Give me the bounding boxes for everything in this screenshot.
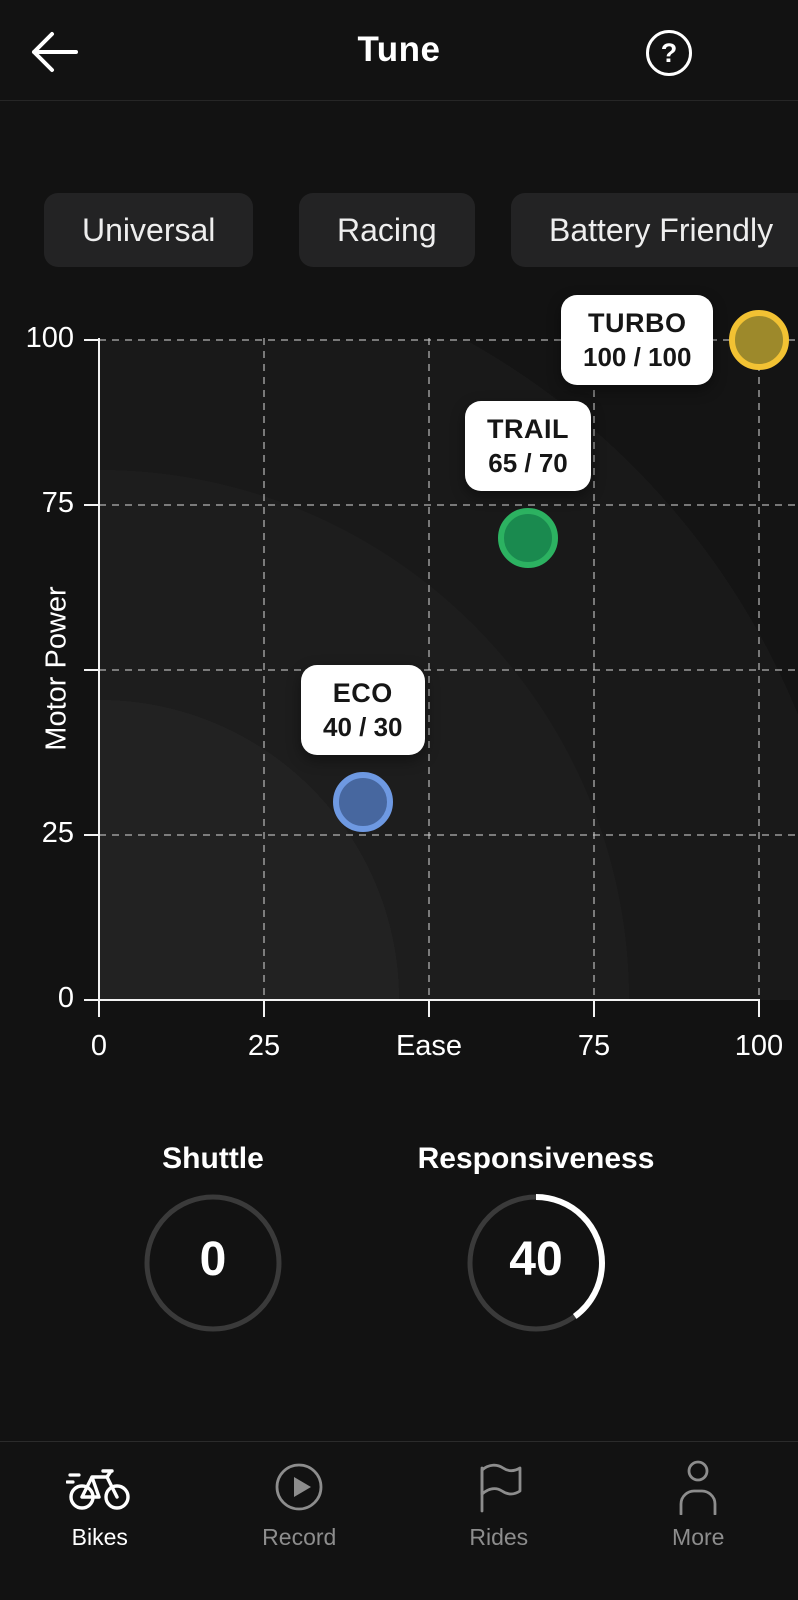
- y-tick-mark: [84, 669, 99, 671]
- mode-tooltip-eco: ECO 40 / 30: [301, 665, 425, 755]
- chip-universal[interactable]: Universal: [44, 193, 254, 267]
- chip-racing[interactable]: Racing: [299, 193, 475, 267]
- grid-line-horizontal: [99, 339, 798, 341]
- x-tick-label: 75: [577, 1030, 611, 1062]
- flag-icon: [474, 1456, 524, 1518]
- mode-point-turbo[interactable]: [729, 310, 789, 370]
- y-axis-title: Motor Power: [40, 586, 73, 751]
- mode-name: TURBO: [587, 308, 687, 338]
- x-tick-label: 25: [247, 1030, 281, 1062]
- y-tick-label: 100: [25, 322, 74, 354]
- y-tick-mark: [84, 999, 99, 1001]
- mode-point-trail[interactable]: [498, 508, 558, 568]
- mode-name: TRAIL: [487, 414, 569, 444]
- mode-name: ECO: [332, 678, 393, 708]
- page-title: Tune: [357, 30, 441, 69]
- dial-ring: [467, 1194, 605, 1332]
- bike-icon: [65, 1456, 134, 1518]
- record-icon: [272, 1456, 326, 1518]
- dial-value-responsiveness: 40: [509, 1233, 563, 1286]
- dial-value-shuttle: 0: [199, 1233, 227, 1286]
- x-axis-title: Ease: [395, 1030, 463, 1062]
- dial-responsiveness[interactable]: [464, 1191, 608, 1335]
- x-tick-label: 100: [734, 1030, 784, 1062]
- dial-label-responsiveness: Responsiveness: [417, 1142, 655, 1175]
- nav-label: More: [672, 1524, 725, 1550]
- bottom-nav: Bikes Record Rides More: [0, 1441, 798, 1600]
- y-tick-mark: [84, 834, 99, 836]
- grid-line-horizontal: [99, 669, 798, 671]
- mode-tooltip-turbo: TURBO 100 / 100: [561, 295, 714, 385]
- nav-item-record[interactable]: Record: [200, 1442, 400, 1600]
- x-tick-label: 0: [90, 1030, 108, 1062]
- chip-battery-friendly[interactable]: Battery Friendly: [511, 193, 798, 267]
- mode-tooltip-trail: TRAIL 65 / 70: [465, 401, 591, 491]
- dial-ring: [144, 1194, 282, 1332]
- y-tick-mark: [84, 504, 99, 506]
- y-tick-label: 25: [41, 817, 74, 849]
- mode-point-eco[interactable]: [333, 772, 393, 832]
- person-icon: [672, 1456, 724, 1518]
- nav-item-rides[interactable]: Rides: [399, 1442, 599, 1600]
- x-tick-mark: [98, 1000, 100, 1017]
- grid-line-horizontal: [99, 504, 798, 506]
- x-tick-mark: [428, 1000, 430, 1017]
- mode-values: 40 / 30: [323, 712, 403, 742]
- back-button[interactable]: [26, 26, 82, 78]
- nav-label: Record: [262, 1524, 337, 1550]
- help-icon[interactable]: ?: [646, 30, 692, 76]
- x-tick-mark: [593, 1000, 595, 1017]
- y-tick-mark: [84, 339, 99, 341]
- y-axis-line: [98, 338, 100, 1001]
- dial-label-shuttle: Shuttle: [162, 1142, 264, 1175]
- mode-values: 100 / 100: [583, 342, 692, 372]
- nav-item-bikes[interactable]: Bikes: [0, 1442, 200, 1600]
- x-tick-mark: [758, 1000, 760, 1017]
- x-tick-mark: [263, 1000, 265, 1017]
- y-tick-label: 75: [41, 487, 74, 519]
- header: Tune ?: [0, 0, 798, 101]
- dial-shuttle[interactable]: [141, 1191, 285, 1335]
- nav-label: Bikes: [71, 1524, 128, 1550]
- mode-values: 65 / 70: [488, 448, 568, 478]
- y-tick-label: 0: [57, 982, 74, 1014]
- nav-item-more[interactable]: More: [599, 1442, 798, 1600]
- grid-line-horizontal: [99, 834, 798, 836]
- nav-label: Rides: [469, 1524, 529, 1550]
- arrow-left-icon: [32, 32, 78, 72]
